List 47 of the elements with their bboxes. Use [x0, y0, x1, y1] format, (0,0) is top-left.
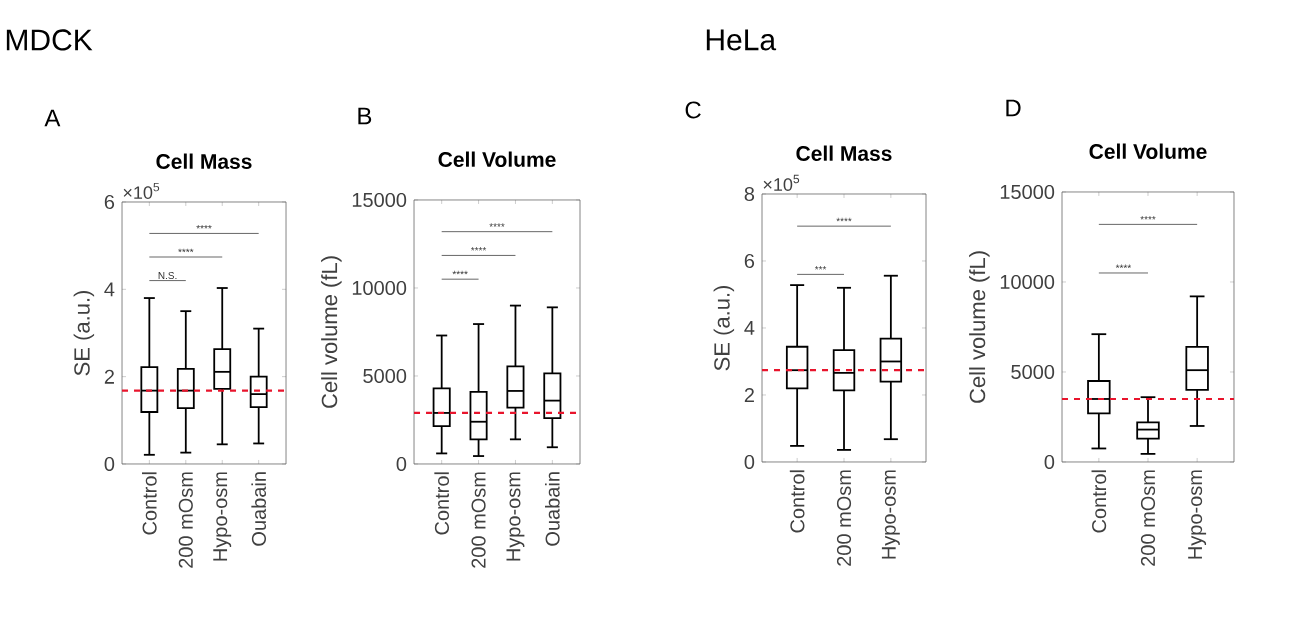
y-tick-label: 0 — [104, 456, 115, 472]
x-tick-label: Hypo-osm — [506, 472, 525, 561]
y-tick-label: 2 — [104, 369, 114, 384]
text: B — [358, 107, 372, 125]
text: A — [44, 109, 61, 127]
text: MDCK — [6, 29, 93, 51]
chart-title: Cell Mass — [796, 145, 892, 161]
x-tick-label: 200 mOsm — [471, 472, 486, 568]
x-tick-label: Ouabain — [545, 472, 560, 546]
x-tick-label: 200 mOsm — [1140, 470, 1156, 566]
chart-title: Cell Volume — [1089, 143, 1207, 159]
y-tick-label: 0 — [1044, 454, 1055, 470]
y-tick-label: 6 — [104, 194, 115, 210]
chart-title: Cell Mass — [156, 153, 252, 169]
x-tick-label: Hypo-osm — [881, 470, 900, 559]
text: ×10$^{5}$ — [763, 174, 800, 191]
y-tick-label: 5000 — [363, 368, 407, 384]
y-tick-label: 0 — [744, 454, 755, 470]
x-tick-label: Ouabain — [251, 472, 267, 546]
x-tick-label: 200 mOsm — [178, 472, 193, 568]
y-tick-label: 15000 — [1000, 184, 1055, 200]
y-tick-label: 6 — [744, 253, 755, 269]
y-axis-title: SE (a.u.) — [713, 285, 735, 371]
y-axis-title: Cell volume (fL) — [969, 251, 990, 403]
y-tick-label: 0 — [396, 456, 407, 472]
y-tick-label: 2 — [744, 388, 754, 402]
x-tick-label: Control — [434, 472, 450, 535]
y-tick-label: 15000 — [352, 192, 407, 208]
x-tick-label: Control — [789, 470, 805, 533]
x-tick-label: Hypo-osm — [213, 472, 232, 561]
chart-title: Cell Volume — [438, 151, 556, 167]
x-tick-label: Control — [1091, 470, 1107, 533]
y-tick-label: 10000 — [352, 280, 407, 296]
text: HeLa — [706, 29, 777, 51]
text: ×10$^{5}$ — [123, 182, 160, 199]
text: D — [1006, 99, 1021, 117]
text: C — [685, 101, 701, 119]
y-tick-label: 5000 — [1011, 364, 1055, 380]
x-tick-label: 200 mOsm — [836, 470, 852, 566]
y-tick-label: 4 — [104, 282, 115, 297]
y-tick-label: 4 — [744, 321, 755, 335]
y-tick-label: 10000 — [1000, 274, 1055, 290]
y-tick-label: 8 — [744, 186, 755, 202]
y-axis-title: SE (a.u.) — [73, 290, 95, 376]
x-tick-label: Control — [142, 472, 157, 535]
y-axis-title: Cell volume (fL) — [321, 256, 342, 408]
x-tick-label: Hypo-osm — [1188, 470, 1207, 559]
